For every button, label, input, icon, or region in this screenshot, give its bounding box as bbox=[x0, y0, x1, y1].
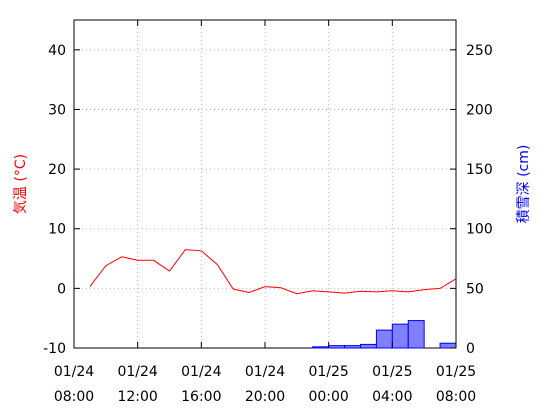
left-tick-label: 20 bbox=[48, 162, 66, 178]
x-tick-label-time: 08:00 bbox=[54, 389, 94, 405]
x-tick-label-date: 01/25 bbox=[436, 364, 476, 380]
left-axis-title: 気温 (°C) bbox=[13, 154, 29, 214]
snow-depth-bar bbox=[360, 343, 377, 349]
right-tick-label: 200 bbox=[466, 102, 493, 118]
left-tick-label: 40 bbox=[48, 43, 66, 59]
temperature-line-layer bbox=[89, 249, 457, 295]
right-tick-label: 150 bbox=[466, 162, 493, 178]
snow-depth-bar bbox=[328, 345, 346, 349]
right-tick-label: 100 bbox=[466, 222, 493, 238]
snow-depth-bar bbox=[344, 345, 362, 349]
temperature-line bbox=[89, 249, 457, 295]
left-tick-label: 0 bbox=[57, 281, 66, 297]
x-tick-label-time: 12:00 bbox=[117, 389, 157, 405]
snow-depth-bars bbox=[312, 320, 457, 349]
x-tick-label-time: 00:00 bbox=[308, 389, 348, 405]
x-tick-label-date: 01/24 bbox=[245, 364, 285, 380]
left-tick-label: -10 bbox=[43, 341, 66, 357]
x-tick-label-date: 01/24 bbox=[181, 364, 221, 380]
tick-layer bbox=[73, 20, 457, 349]
x-tick-label-time: 04:00 bbox=[372, 389, 412, 405]
snow-depth-bar bbox=[375, 329, 393, 349]
right-tick-label: 250 bbox=[466, 43, 493, 59]
tick-label-layer: -10 0 10 20 30 40 0 50 100 150 200 250 01/24 08:00 01/… bbox=[43, 43, 493, 405]
x-tick-label-time: 08:00 bbox=[436, 389, 476, 405]
right-tick-label: 0 bbox=[466, 341, 475, 357]
x-tick-label-time: 20:00 bbox=[245, 389, 285, 405]
snow-depth-bar bbox=[407, 320, 425, 349]
left-tick-label: 10 bbox=[48, 222, 66, 238]
left-tick-label: 30 bbox=[48, 102, 66, 118]
x-tick-label-date: 01/24 bbox=[117, 364, 157, 380]
x-tick-label-date: 01/25 bbox=[308, 364, 348, 380]
snow-depth-bar bbox=[439, 342, 457, 349]
snow-depth-bar bbox=[312, 346, 330, 349]
grid-layer bbox=[74, 20, 456, 348]
right-axis-title: 積雪深 (cm) bbox=[516, 145, 532, 224]
x-tick-label-time: 16:00 bbox=[181, 389, 221, 405]
x-tick-label-date: 01/25 bbox=[372, 364, 412, 380]
x-tick-label-date: 01/24 bbox=[54, 364, 94, 380]
right-tick-label: 50 bbox=[466, 281, 484, 297]
snow-depth-bar bbox=[391, 323, 409, 349]
